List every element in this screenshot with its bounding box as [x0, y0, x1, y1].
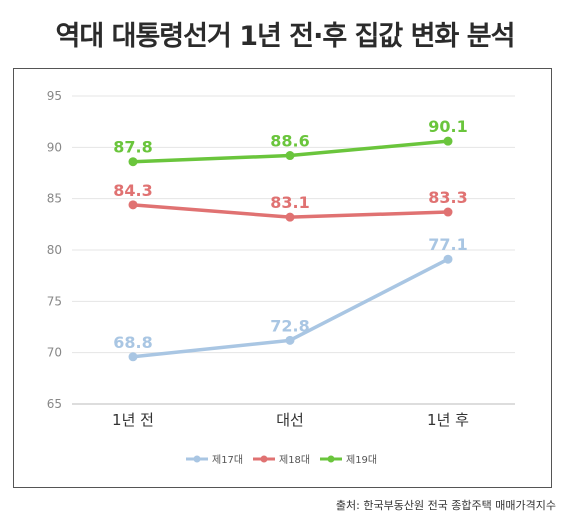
x-tick-label: 1년 전 — [112, 411, 154, 429]
x-tick-label: 대선 — [276, 411, 304, 429]
data-label: 83.1 — [270, 193, 309, 212]
chart-title: 역대 대통령선거 1년 전·후 집값 변화 분석 — [55, 21, 516, 52]
source-note: 출처: 한국부동산원 전국 종합주택 매매가격지수 — [335, 499, 556, 512]
data-label: 87.8 — [113, 138, 152, 157]
data-label: 72.8 — [270, 316, 309, 335]
data-point — [443, 207, 453, 217]
y-tick-label: 85 — [47, 192, 62, 206]
data-label: 88.6 — [270, 132, 309, 151]
legend-entry: 제19대 — [346, 454, 377, 466]
legend-marker — [193, 455, 201, 463]
chart-frame — [13, 68, 552, 488]
data-point — [285, 212, 295, 222]
data-point — [443, 254, 453, 264]
data-point — [285, 151, 295, 161]
data-point — [128, 157, 138, 167]
y-tick-label: 75 — [47, 294, 62, 308]
legend-marker — [327, 455, 335, 463]
legend-entry: 제17대 — [212, 454, 243, 466]
data-label: 68.8 — [113, 333, 152, 352]
y-tick-label: 65 — [47, 397, 62, 411]
data-point — [285, 335, 295, 345]
data-point — [128, 200, 138, 210]
x-tick-label: 1년 후 — [427, 411, 469, 429]
y-tick-label: 80 — [47, 243, 62, 257]
data-label: 90.1 — [428, 117, 467, 136]
y-tick-label: 90 — [47, 140, 62, 154]
legend-entry: 제18대 — [279, 454, 310, 466]
data-point — [128, 352, 138, 362]
legend-marker — [260, 455, 268, 463]
data-label: 77.1 — [428, 235, 467, 254]
y-tick-label: 70 — [47, 346, 62, 360]
data-point — [443, 136, 453, 146]
y-tick-label: 95 — [47, 89, 62, 103]
data-label: 83.3 — [428, 188, 467, 207]
data-label: 84.3 — [113, 181, 152, 200]
